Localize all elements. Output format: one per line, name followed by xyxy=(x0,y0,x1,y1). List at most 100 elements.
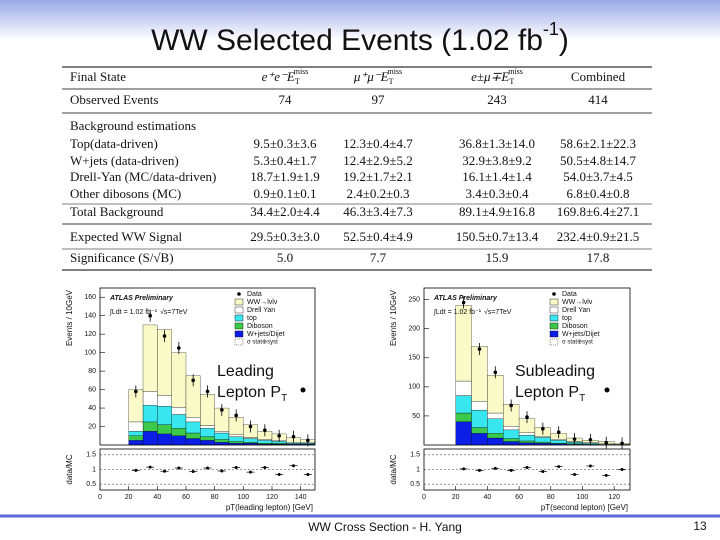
x-axis-title: pT(leading lepton) [GeV] xyxy=(226,503,313,512)
histogram-bar xyxy=(534,441,551,444)
histogram-bar xyxy=(228,434,244,437)
y-tick-label: 50 xyxy=(412,413,420,420)
histogram-bar xyxy=(185,438,201,446)
atlas-label: ATLAS Preliminary xyxy=(109,295,174,302)
table-cell: 12.4±2.9±5.2 xyxy=(343,153,413,168)
x-tick-label: 120 xyxy=(608,494,620,501)
ratio-point xyxy=(509,468,513,472)
table-cell: 243 xyxy=(487,92,507,107)
text-part: e⁺e⁻E xyxy=(262,69,295,84)
table-cell: 7.7 xyxy=(370,250,387,265)
histogram-bar xyxy=(214,430,230,434)
histogram-bar xyxy=(200,436,215,441)
ratio-point xyxy=(620,468,624,471)
table-cell: 0.9±0.1±0.1 xyxy=(253,186,316,201)
histogram-bar xyxy=(243,438,258,443)
histogram-bar xyxy=(200,394,215,426)
histogram-bar xyxy=(503,429,520,439)
x-tick-label: 100 xyxy=(577,494,589,501)
table-cell: 16.1±1.4±1.4 xyxy=(462,169,532,184)
histogram-bar xyxy=(455,305,472,382)
histogram-bar xyxy=(455,412,472,422)
column-header: e±μ∓ETmiss xyxy=(471,67,523,86)
data-point xyxy=(604,440,609,445)
ratio-point xyxy=(206,466,209,470)
row-label: Final State xyxy=(70,69,126,84)
legend-label: Diboson xyxy=(562,323,588,330)
histogram-bar xyxy=(214,442,230,446)
histogram-bar xyxy=(142,405,158,423)
y-tick-label: 250 xyxy=(408,296,420,303)
histogram-bar xyxy=(228,436,244,442)
data-point xyxy=(162,334,167,338)
ratio-point xyxy=(234,465,238,469)
table-cell: 54.0±3.7±4.5 xyxy=(563,169,633,184)
histogram-bar xyxy=(487,433,504,439)
data-point xyxy=(461,300,466,305)
histogram-bar xyxy=(157,406,172,425)
text-part: miss xyxy=(294,67,309,76)
table-cell: 5.3±0.4±1.7 xyxy=(253,153,317,168)
ratio-point xyxy=(177,466,181,470)
histogram-bar xyxy=(200,440,215,446)
table-cell: 15.9 xyxy=(486,250,509,265)
table-cell: 150.5±0.7±13.4 xyxy=(456,229,539,244)
y-tick-label: 160 xyxy=(84,294,96,301)
text-part: e±μ∓E xyxy=(471,69,509,84)
data-point xyxy=(477,347,482,351)
table-cell: 36.8±1.3±14.0 xyxy=(459,136,535,151)
histogram-bar xyxy=(550,440,567,444)
row-label: Expected WW Signal xyxy=(70,229,183,244)
y-tick-label: 60 xyxy=(88,386,96,393)
histogram-bar xyxy=(185,421,201,434)
legend-swatch xyxy=(549,306,559,314)
data-point xyxy=(493,370,498,375)
text-part: miss xyxy=(387,67,402,76)
legend-swatch xyxy=(234,298,244,306)
y-tick-label: 120 xyxy=(84,331,96,338)
ratio-point xyxy=(493,466,497,470)
ratio-point xyxy=(306,472,310,476)
histogram-bar xyxy=(171,352,187,408)
histogram-bar xyxy=(128,435,144,441)
data-point xyxy=(620,441,624,446)
text-part: T xyxy=(509,77,514,86)
data-point xyxy=(205,389,210,394)
column-header: μ⁺μ⁻ETmiss xyxy=(353,67,402,86)
ratio-tick-label: 0.5 xyxy=(410,481,420,488)
histogram-bar xyxy=(487,418,504,434)
histogram-bar xyxy=(487,412,504,419)
legend-label: σ stat⊕syst xyxy=(562,340,593,346)
histogram-bar xyxy=(534,437,551,443)
legend-label: Drell Yan xyxy=(247,307,275,314)
data-point xyxy=(148,313,152,318)
table-cell: 58.6±2.1±22.3 xyxy=(560,136,636,151)
legend-marker xyxy=(552,292,556,296)
lumi-label: ∫Ldt = 1.02 fb⁻¹ xyxy=(433,309,482,316)
text-part: T xyxy=(281,393,287,404)
table-cell: 17.8 xyxy=(587,250,610,265)
histogram-bar xyxy=(257,440,273,444)
legend-label: WW→lνlν xyxy=(247,299,278,306)
y-tick-label: 100 xyxy=(84,349,96,356)
histogram-bar xyxy=(228,441,244,444)
legend-label: top xyxy=(247,315,257,322)
histogram-bar xyxy=(471,433,488,446)
histogram-bar xyxy=(503,426,520,431)
histogram-bar xyxy=(171,435,187,446)
table-cell: 5.0 xyxy=(277,250,293,265)
ratio-point xyxy=(249,470,252,474)
legend-label: W+jets/Dijet xyxy=(562,331,600,338)
row-label: W+jets (data-driven) xyxy=(70,153,179,168)
y-axis-title: Events / 10GeV xyxy=(65,289,74,346)
histogram-bar xyxy=(185,417,201,423)
histogram-bar xyxy=(142,391,158,406)
top-band xyxy=(0,0,720,40)
table-cell: 52.5±0.4±4.9 xyxy=(343,229,413,244)
row-label: Background estimations xyxy=(70,118,196,133)
plot-frame xyxy=(423,287,631,446)
ratio-tick-label: 1 xyxy=(92,466,96,473)
x-tick-label: 60 xyxy=(182,494,190,501)
histogram-bar xyxy=(142,430,158,446)
